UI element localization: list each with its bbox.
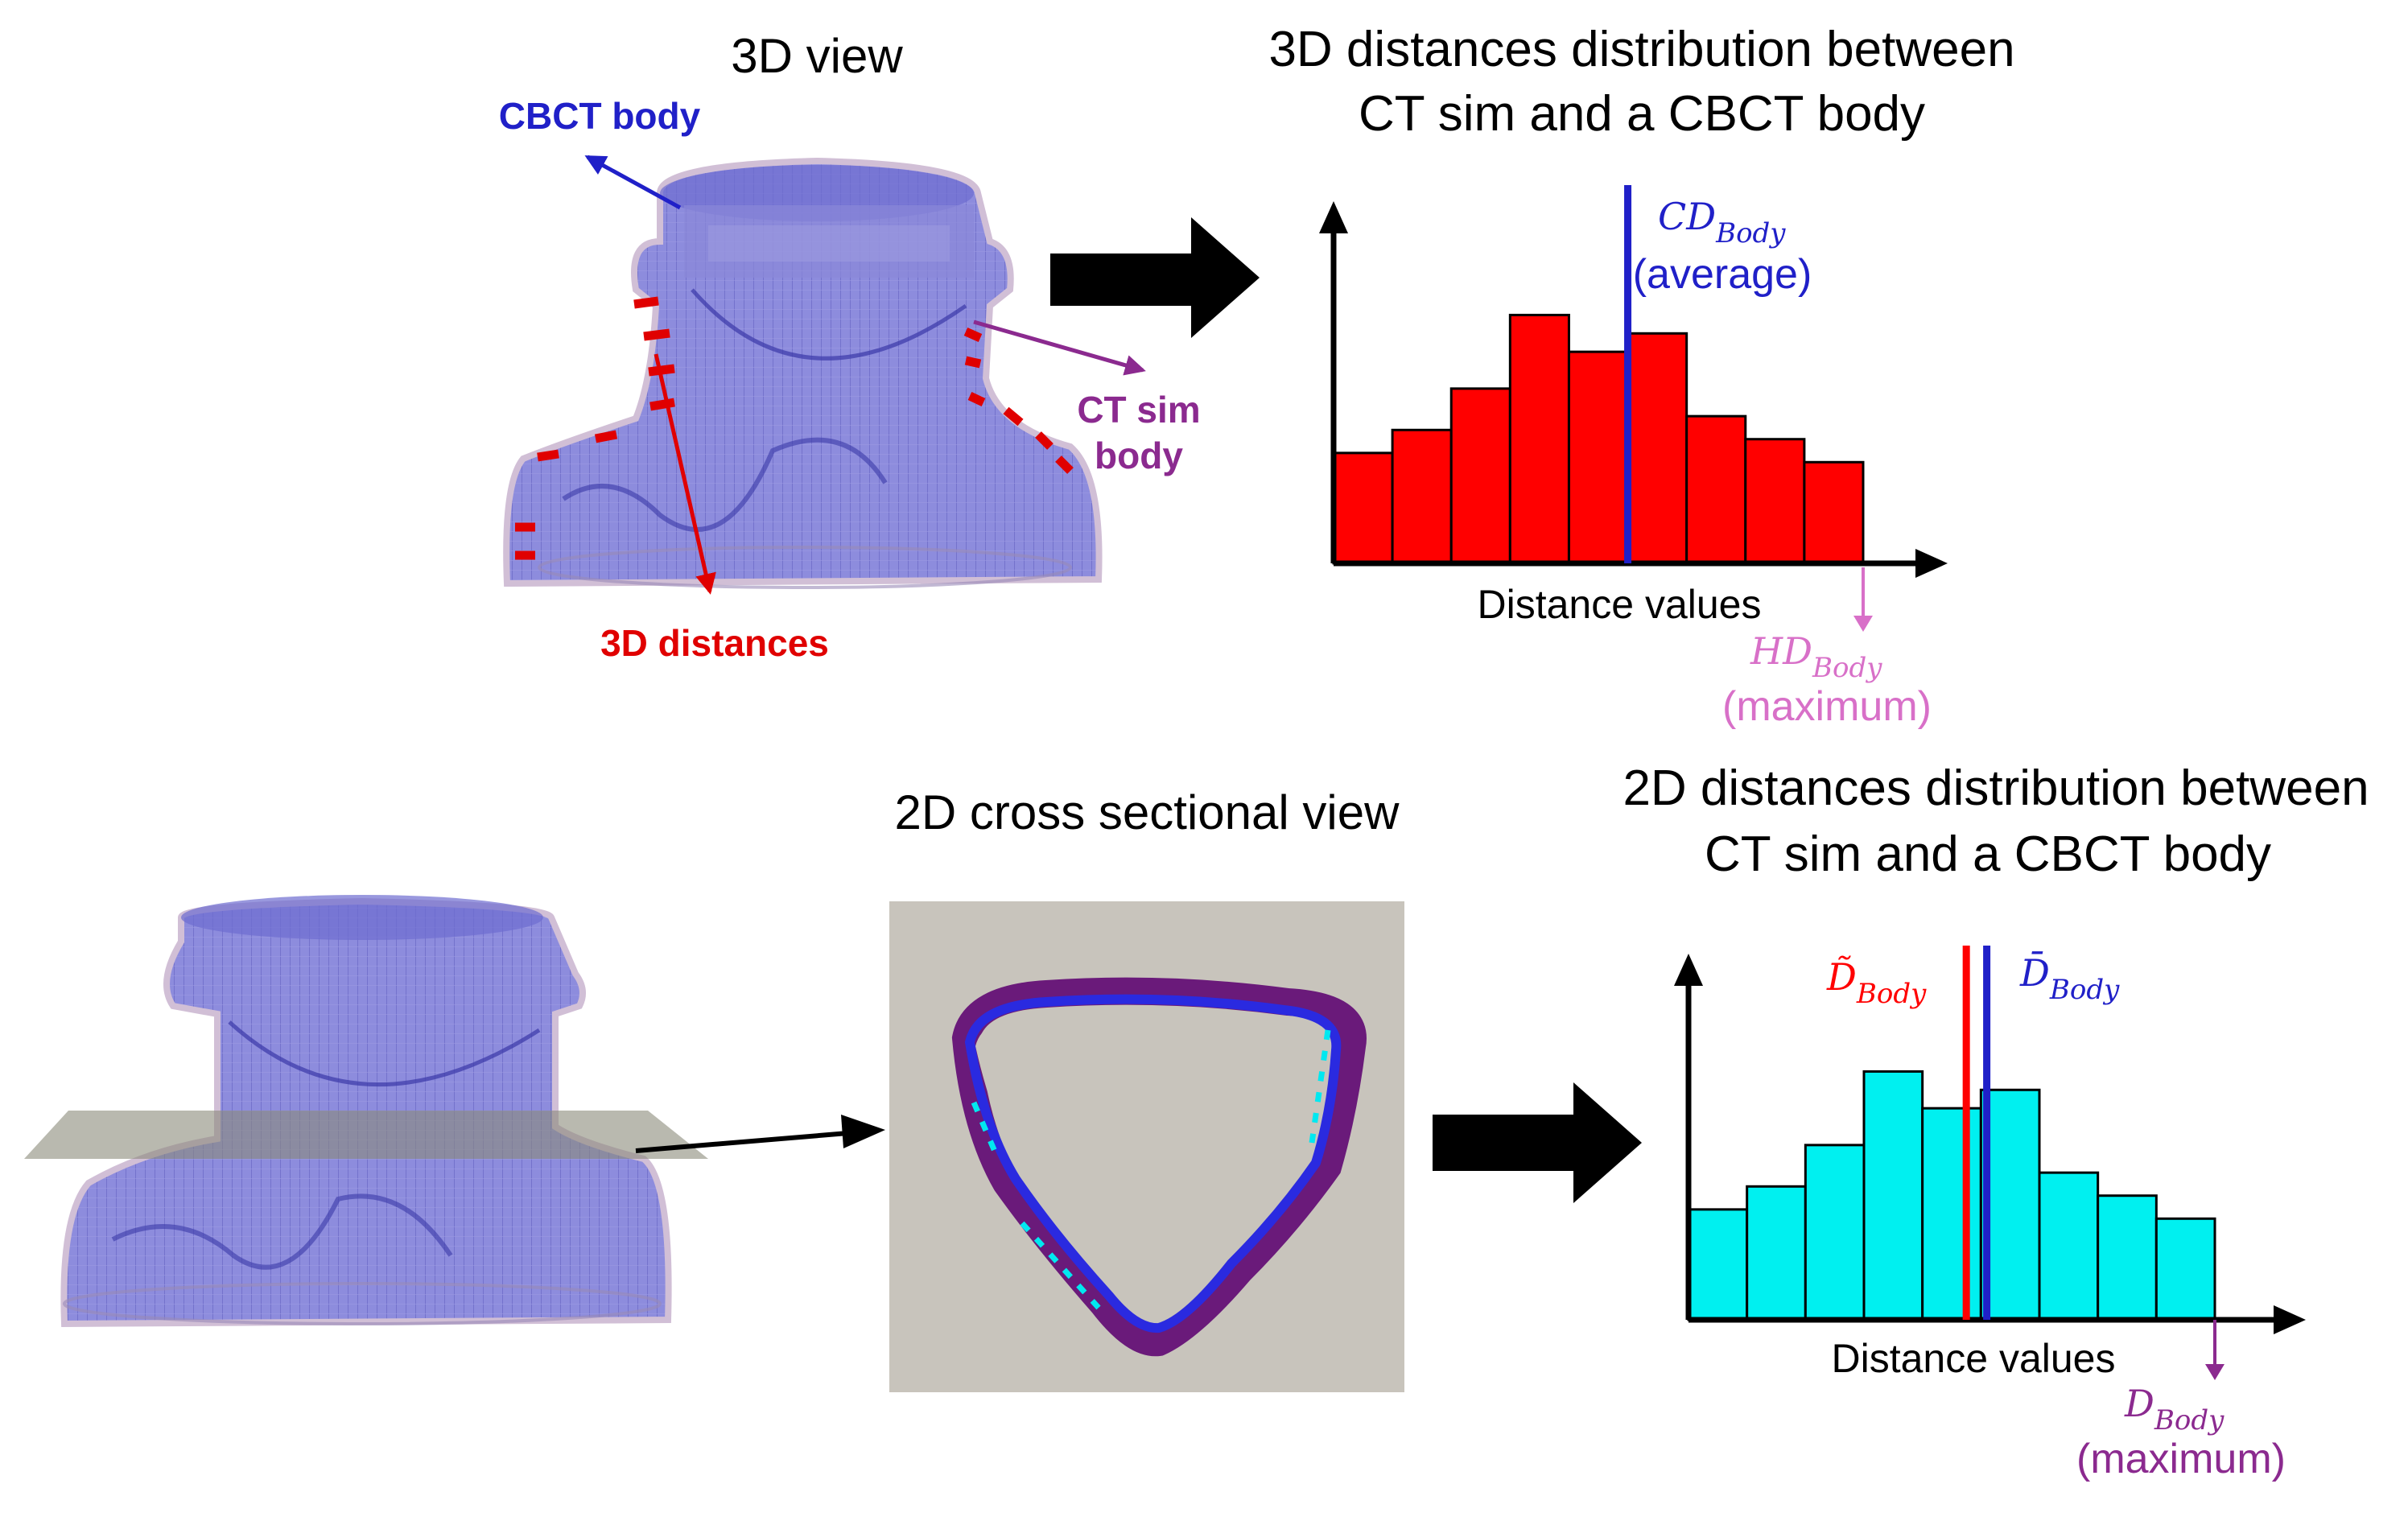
histogram-bar-9 (2154, 1217, 2216, 1321)
bottom-section-title: 2D cross sectional view (895, 785, 1400, 839)
x-axis-arrowhead (2274, 1305, 2306, 1334)
top-view-title: 3D view (731, 29, 903, 83)
top-x-axis-label: Distance values (1478, 582, 1762, 627)
bottom-histogram (1674, 946, 2306, 1334)
histogram-bar-9 (1803, 460, 1865, 565)
ctsim-body-label-line1: CT sim (1077, 389, 1200, 431)
bottom-x-axis-label: Distance values (1832, 1336, 2116, 1381)
bottom-chart-title-line2: CT sim and a CBCT body (1705, 826, 2271, 882)
cbct-pointer-arrow (584, 155, 682, 210)
histogram-bar-4 (1508, 313, 1570, 565)
top-histogram (1319, 185, 1948, 578)
bottom-mean-subscript: Body (2049, 974, 2120, 1006)
x-axis-arrowhead (1915, 549, 1948, 578)
top-max-subscript: Body (1812, 652, 1882, 684)
ctsim-body-label-line2: body (1095, 435, 1183, 476)
histogram-bar-1 (1332, 451, 1394, 565)
histogram-bar-6 (1627, 332, 1688, 565)
bottom-max-subscript: Body (2154, 1404, 2225, 1436)
bottom-max-note: (maximum) (2076, 1436, 2286, 1482)
histogram-bar-8 (2097, 1194, 2158, 1321)
top-max-arrowhead (1853, 616, 1873, 632)
bottom-3d-body (60, 895, 672, 1328)
histogram-bar-3 (1449, 387, 1511, 565)
histogram-bar-5 (1921, 1107, 1982, 1321)
bottom-max-arrowhead (2205, 1364, 2225, 1380)
top-max-note: (maximum) (1722, 683, 1932, 730)
top-mean-subscript: Body (1715, 217, 1786, 249)
3d-distances-label: 3D distances (600, 622, 829, 664)
bottom-median-symbol: D̃Body (1826, 955, 1927, 1010)
histogram-bar-5 (1567, 350, 1630, 565)
cross-section-panel (889, 901, 1404, 1392)
top-mean-note: (average) (1633, 251, 1812, 298)
cross-section-plane (24, 1111, 708, 1159)
histogram-bar-1 (1687, 1208, 1749, 1321)
plane-to-section-arrowhead (841, 1115, 885, 1148)
bottom-max-symbol: DBody (2124, 1382, 2225, 1436)
plane-to-section-arrow (635, 1127, 879, 1153)
top-chart-title-line2: CT sim and a CBCT body (1359, 86, 1925, 142)
ctsim-pointer-arrow (973, 319, 1146, 376)
top-max-symbol: HDBody (1750, 629, 1882, 684)
top-chart-title-line1: 3D distances distribution between (1268, 22, 2014, 77)
bottom-mean-symbol: D̄Body (2019, 950, 2120, 1006)
histogram-bar-6 (1979, 1088, 2041, 1321)
bottom-median-subscript: Body (1856, 978, 1927, 1010)
bottom-block-arrow (1433, 1082, 1642, 1203)
top-3d-body (503, 157, 1103, 589)
cbct-body-label: CBCT body (499, 95, 701, 137)
histogram-bar-7 (2038, 1171, 2100, 1321)
distances-pointer-arrow (654, 353, 716, 595)
histogram-bar-2 (1746, 1185, 1807, 1321)
y-axis-arrowhead (1319, 201, 1348, 233)
histogram-bar-7 (1685, 414, 1747, 565)
top-block-arrow (1050, 217, 1260, 338)
histogram-bar-4 (1862, 1070, 1924, 1321)
histogram-bar-3 (1804, 1144, 1866, 1321)
top-mean-symbol: CDBody (1658, 195, 1786, 249)
histogram-bar-2 (1391, 428, 1453, 565)
bottom-chart-title-line1: 2D distances distribution between (1623, 760, 2369, 816)
histogram-bar-8 (1744, 438, 1806, 565)
top-distance-dashes (515, 296, 1074, 560)
y-axis-arrowhead (1674, 954, 1703, 986)
